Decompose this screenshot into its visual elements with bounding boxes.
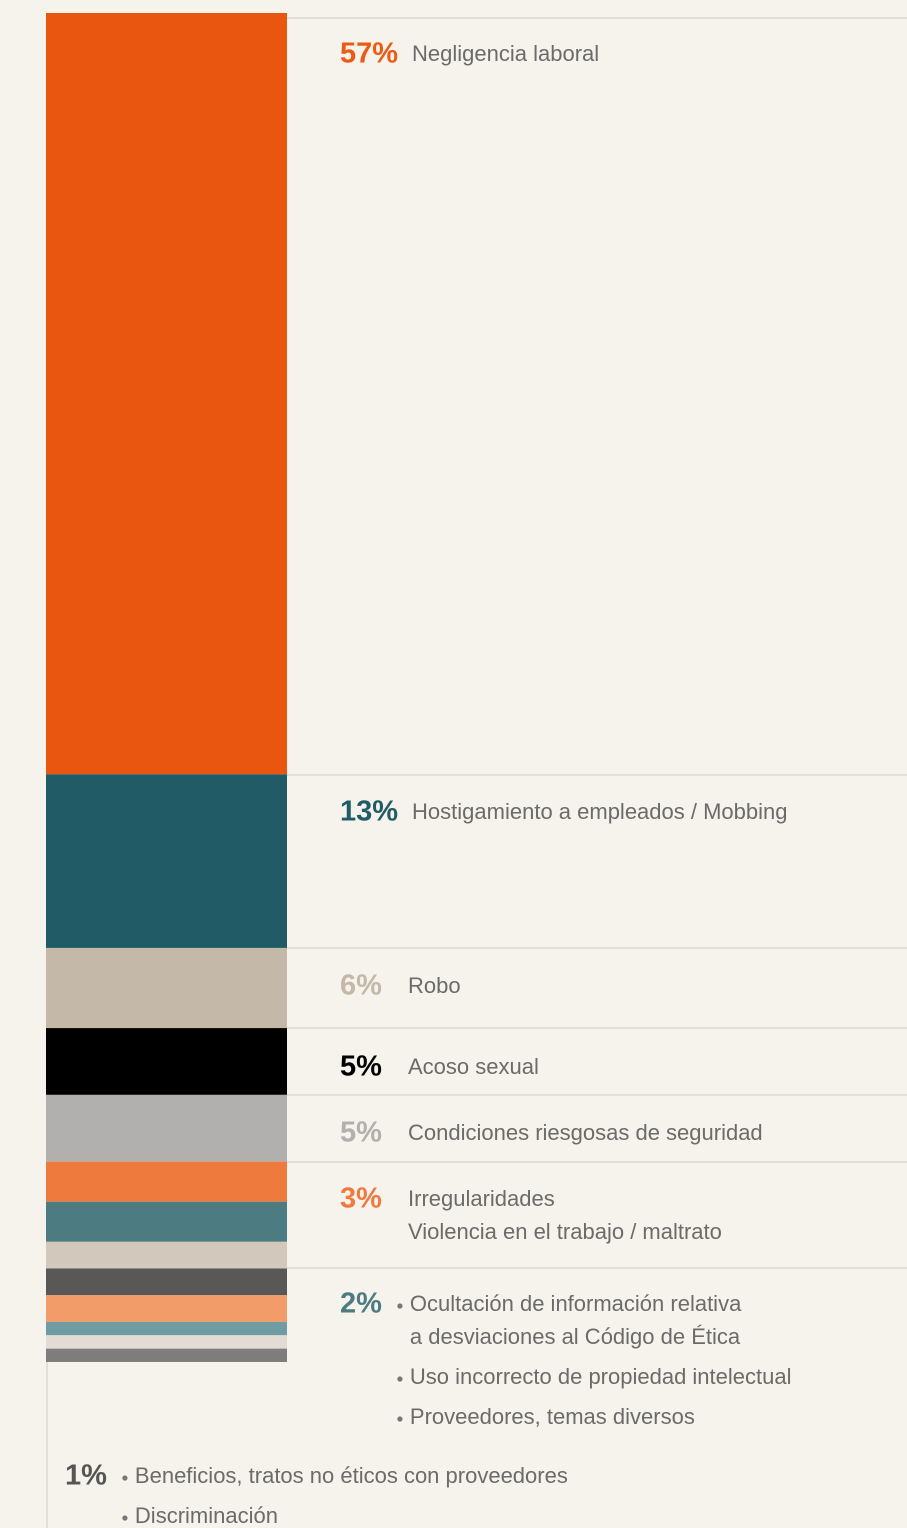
value-label: 1% [65,1460,107,1492]
item-text: Uso incorrecto de propiedad intelectual [410,1364,792,1389]
value-label: 2% [340,1288,382,1320]
value-label: 5% [340,1051,382,1083]
bullet [397,1303,403,1309]
bar-segment [46,1028,287,1095]
bar-segment [46,947,287,1029]
item-text: Negligencia laboral [412,41,599,66]
item-text: a desviaciones al Código de Ética [410,1324,741,1349]
value-label: 57% [340,38,398,70]
item-text: Robo [408,973,461,998]
bar-segment [46,13,287,775]
bar-segment [46,1241,287,1269]
bar-segment [46,1201,287,1242]
bar-segment [46,774,287,948]
value-label: 6% [340,970,382,1002]
item-text: Irregularidades [408,1186,555,1211]
bar-segment [46,1321,287,1336]
item-text: Hostigamiento a empleados / Mobbing [412,799,787,824]
bar-segment [46,1295,287,1322]
item-text: Discriminación [135,1503,278,1528]
bar-segment [46,1335,287,1349]
item-text: Proveedores, temas diversos [410,1404,695,1429]
value-label: 5% [340,1117,382,1149]
bullet [122,1475,128,1481]
value-label: 13% [340,796,398,828]
bar-segment [46,1161,287,1202]
item-text: Condiciones riesgosas de seguridad [408,1120,763,1145]
bullet [397,1416,403,1422]
bullet [122,1515,128,1521]
bar-segment [46,1348,287,1362]
item-text: Beneficios, tratos no éticos con proveed… [135,1463,568,1488]
bar-segment [46,1268,287,1296]
item-text: Ocultación de información relativa [410,1291,742,1316]
item-text: Violencia en el trabajo / maltrato [408,1219,722,1244]
item-text: Acoso sexual [408,1054,539,1079]
bullet [397,1376,403,1382]
bar-segment [46,1094,287,1162]
value-label: 3% [340,1183,382,1215]
